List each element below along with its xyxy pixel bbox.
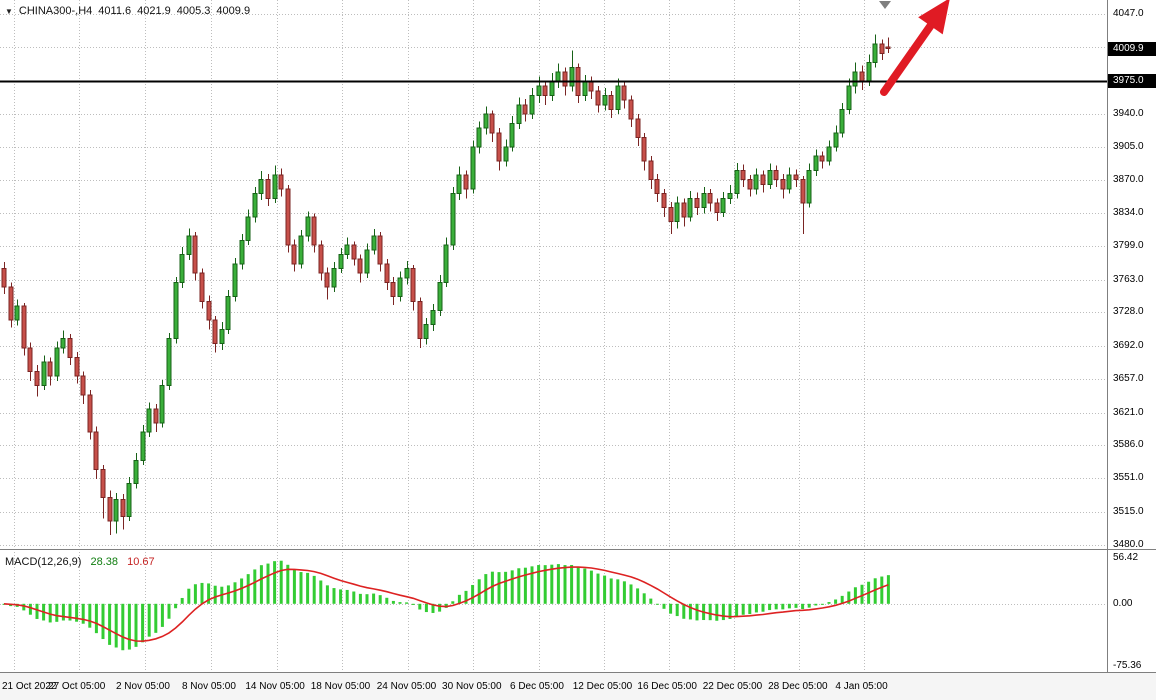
time-axis-label: 22 Dec 05:00 [702,681,763,692]
macd-name: MACD(12,26,9) [5,556,82,568]
time-axis-label: 4 Jan 05:00 [835,681,888,692]
ohlc-high-value: 4021.9 [137,5,171,17]
symbol-dropdown-icon[interactable]: ▼ [5,6,13,16]
time-axis-divider [0,672,1156,673]
time-axis[interactable]: 21 Oct 2022 27 Oct 05:00 2 Nov 05:00 8 Nov … [0,673,1156,700]
macd-axis-label: 0.00 [1113,597,1133,609]
ohlc-open-value: 4011.6 [98,5,132,17]
macd-axis-label: -75.36 [1113,659,1142,671]
panel-divider[interactable] [0,549,1156,550]
price-axis-label: 3799.0 [1113,240,1144,252]
time-axis-label: 16 Dec 05:00 [637,681,697,692]
price-axis-label: 3480.0 [1113,538,1144,550]
trend-arrow[interactable] [880,0,950,96]
price-axis-label: 3870.0 [1113,173,1144,185]
time-axis-label: 24 Nov 05:00 [376,681,437,692]
time-axis-label: 21 Oct 2022 [2,681,57,692]
time-axis-label: 2 Nov 05:00 [115,681,170,692]
price-chart-canvas[interactable] [0,0,1107,672]
time-axis-label: 12 Dec 05:00 [572,681,633,692]
price-axis-label: 3692.0 [1113,340,1144,352]
price-axis-label: 4047.0 [1113,8,1144,20]
chart-shift-marker [879,1,891,9]
ohlc-close-value: 4009.9 [216,5,251,17]
symbol-timeframe-label: CHINA300-,H4 [18,5,93,17]
macd-signal-line [3,566,889,643]
price-axis-label: 3905.0 [1113,140,1144,152]
grid-layer [0,0,1107,671]
price-axis-label: 3551.0 [1113,472,1144,484]
time-axis-label: 8 Nov 05:00 [181,681,236,692]
price-axis-label: 3586.0 [1113,439,1144,451]
time-axis-label: 30 Nov 05:00 [442,681,502,692]
price-axis-label: 3621.0 [1113,406,1144,418]
price-axis-label: 3940.0 [1113,108,1144,120]
price-axis-label: 3515.0 [1113,505,1144,517]
time-axis-label: 27 Oct 05:00 [48,681,106,692]
price-axis-label: 3657.0 [1113,372,1144,384]
price-axis-label: 3834.0 [1113,207,1144,219]
macd-axis-label: 56.42 [1113,551,1139,563]
macd-histogram [2,560,890,651]
time-axis-label: 28 Dec 05:00 [768,681,828,692]
price-axis[interactable]: 4009.9 3975.0 56.42 0.00 -75.36 4047.0 39… [1107,0,1156,672]
macd-main-value: 28.38 [90,556,119,568]
candlestick-series [1,34,891,536]
ohlc-low-value: 4005.3 [176,5,211,17]
symbol-ohlc-bar: ▼ CHINA300-,H4 4011.6 4021.9 4005.3 4009… [5,5,250,17]
macd-signal-value: 10.67 [127,556,155,568]
current-price-tag: 4009.9 [1108,41,1156,56]
price-axis-label: 3728.0 [1113,306,1144,318]
macd-indicator-label: MACD(12,26,9) 28.38 10.67 [5,556,155,568]
time-axis-label: 18 Nov 05:00 [310,681,371,692]
price-axis-label: 3763.0 [1113,273,1144,285]
time-axis-label: 14 Nov 05:00 [245,681,305,692]
resistance-price-tag: 3975.0 [1108,74,1156,89]
time-axis-label: 6 Dec 05:00 [510,681,564,692]
